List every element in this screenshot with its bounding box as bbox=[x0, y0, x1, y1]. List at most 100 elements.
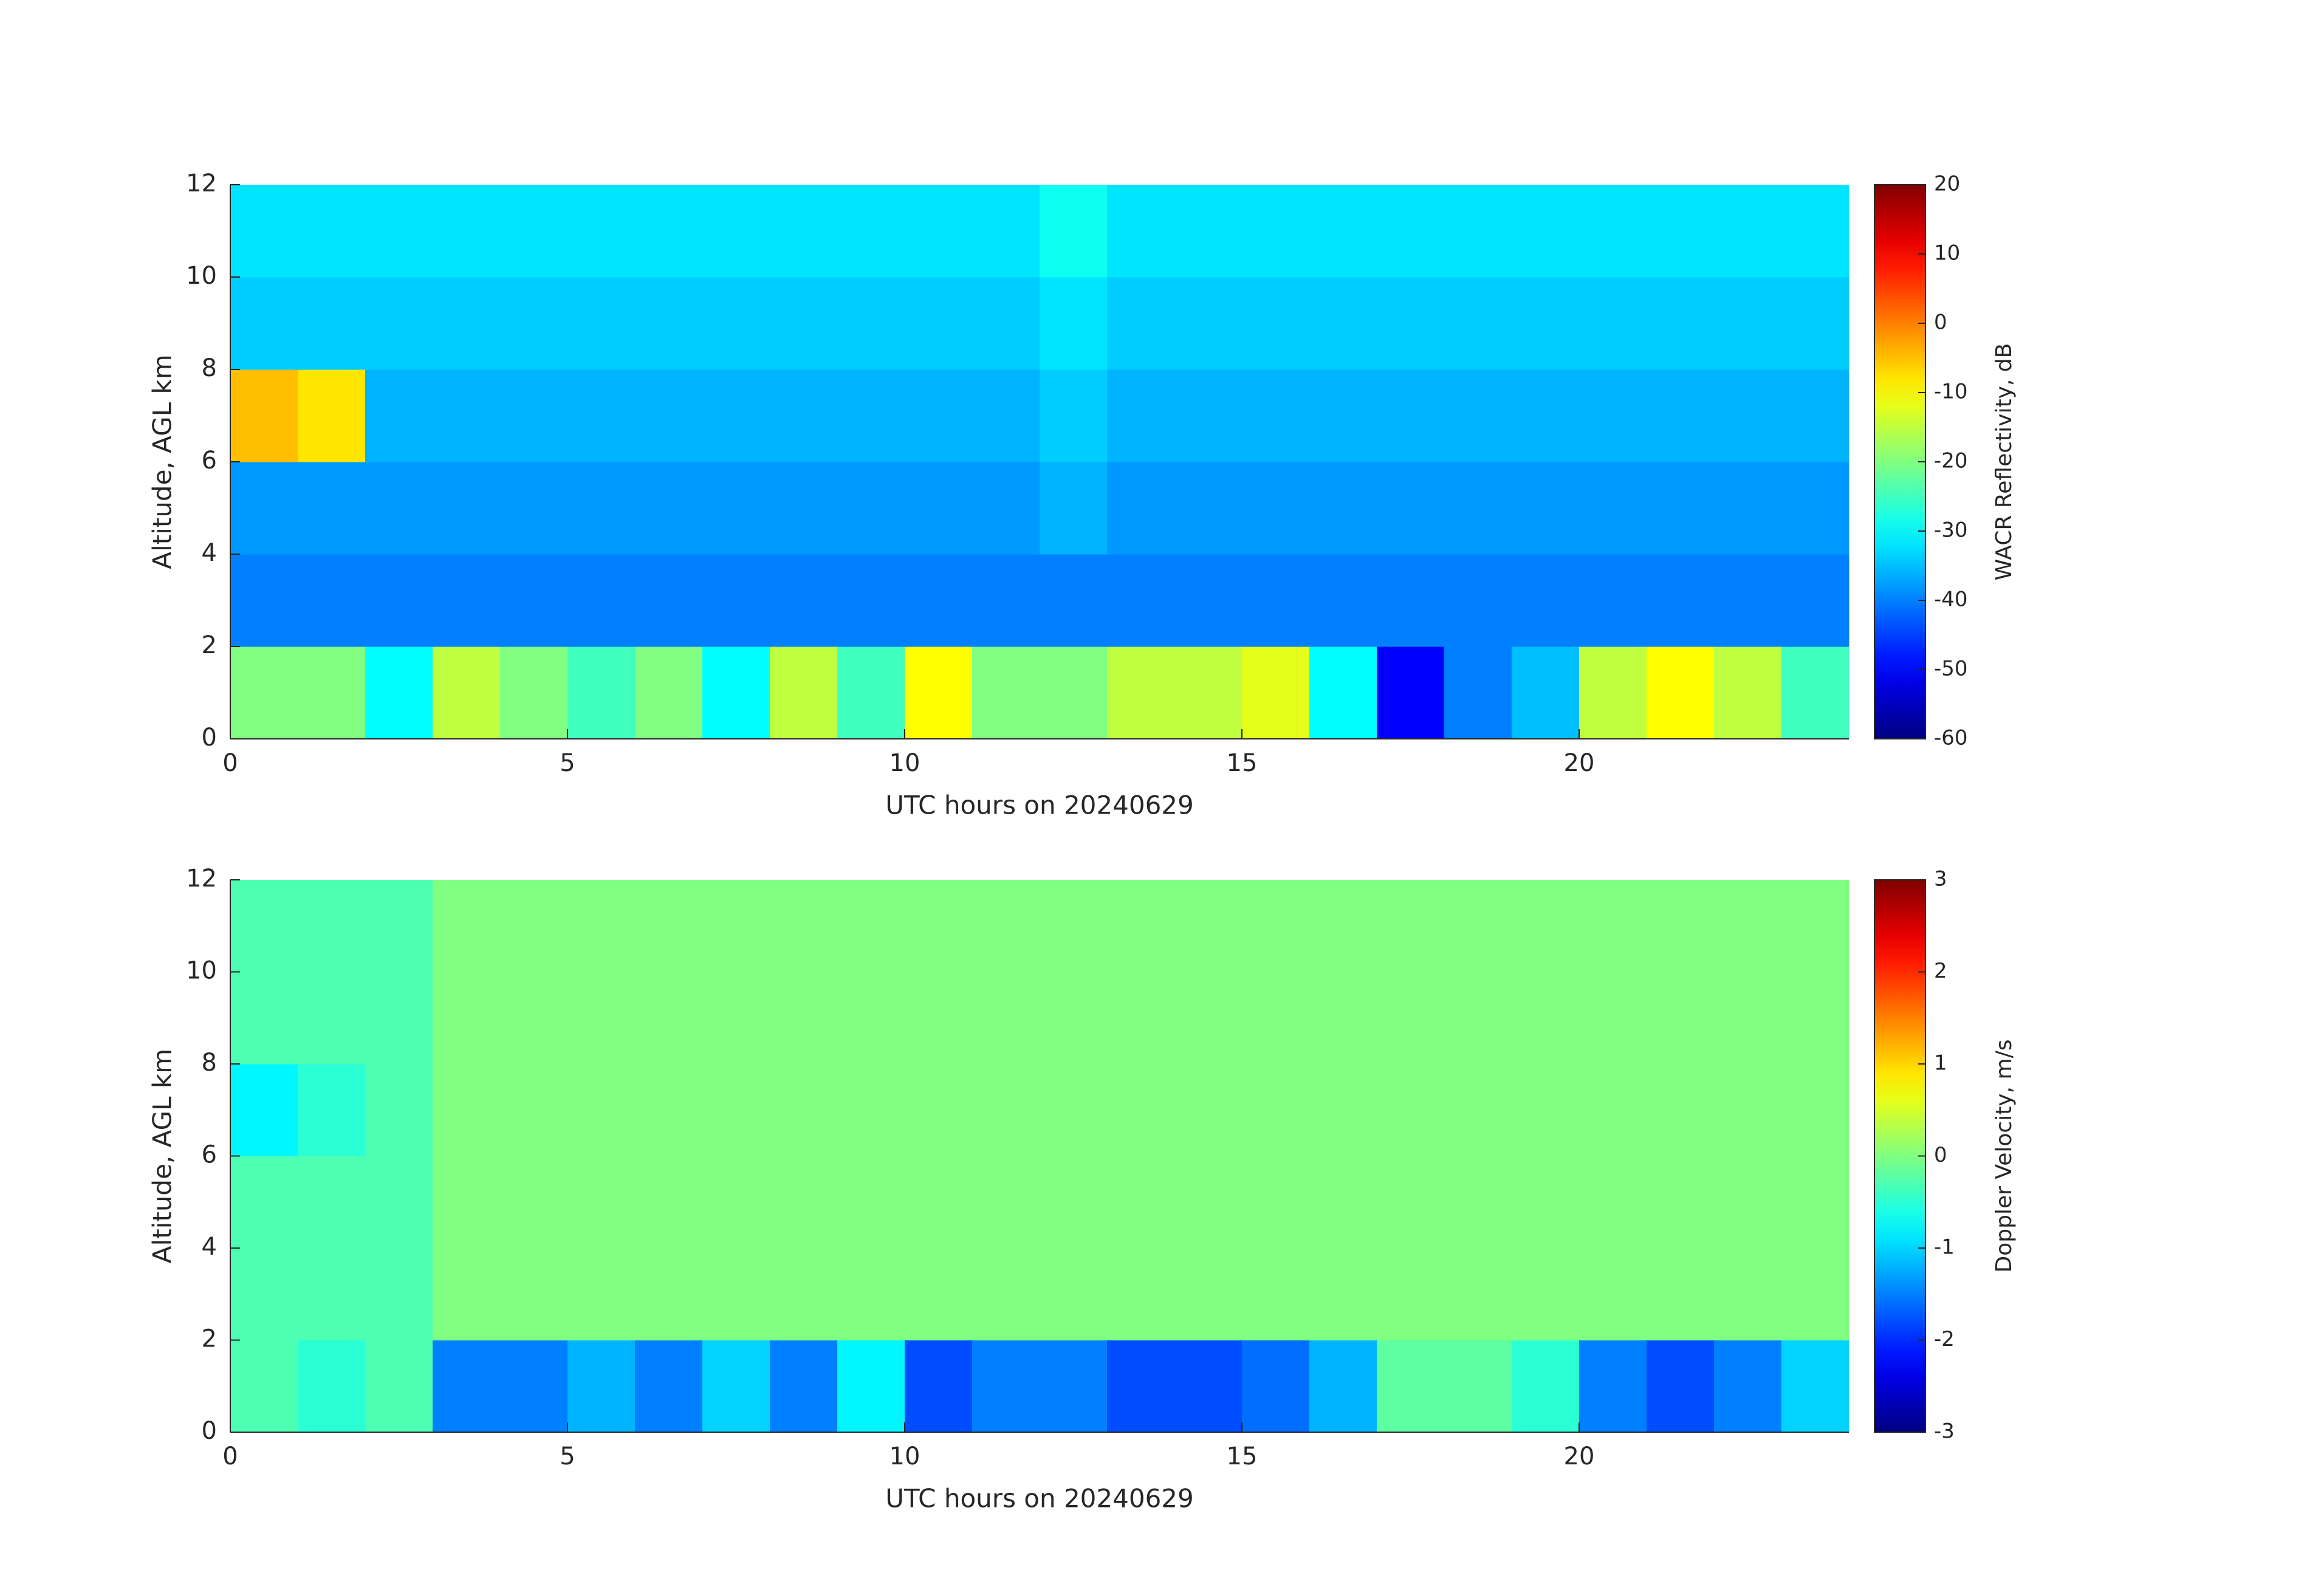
heatmap-cell bbox=[1040, 462, 1108, 555]
heatmap-cell bbox=[635, 554, 703, 647]
heatmap-cell bbox=[365, 554, 433, 647]
heatmap-cell bbox=[1444, 369, 1512, 462]
colorbar-tick-label: -50 bbox=[1934, 657, 1968, 681]
heatmap-cell bbox=[567, 462, 636, 555]
heatmap-cell bbox=[500, 369, 568, 462]
heatmap-cell bbox=[230, 1248, 298, 1340]
heatmap-cell bbox=[433, 647, 501, 739]
heatmap-cell bbox=[1309, 1248, 1377, 1340]
heatmap-cell bbox=[1174, 369, 1243, 462]
heatmap-cell bbox=[1309, 554, 1377, 647]
heatmap-cell bbox=[1579, 185, 1647, 278]
heatmap-cell bbox=[702, 185, 770, 278]
heatmap-cell bbox=[1040, 369, 1108, 462]
heatmap-cell bbox=[365, 1064, 433, 1156]
x-tick-label: 15 bbox=[1227, 1442, 1258, 1470]
heatmap-cell bbox=[770, 554, 838, 647]
heatmap-cell bbox=[1512, 1248, 1580, 1340]
heatmap-cell bbox=[567, 554, 636, 647]
heatmap-cell bbox=[1714, 369, 1782, 462]
y-tick-label: 6 bbox=[202, 447, 217, 475]
x-tick-label: 15 bbox=[1227, 749, 1258, 777]
heatmap-cell bbox=[905, 554, 973, 647]
colorbar-tick-label: 20 bbox=[1934, 172, 1960, 196]
heatmap-cell bbox=[500, 462, 568, 555]
colorbar-tick-label: 2 bbox=[1934, 959, 1947, 983]
heatmap-cell bbox=[1309, 972, 1377, 1065]
heatmap-cell bbox=[1444, 462, 1512, 555]
heatmap-cell bbox=[972, 277, 1040, 370]
heatmap-cell bbox=[1714, 1064, 1782, 1156]
heatmap-cell bbox=[1174, 880, 1243, 972]
heatmap-cell bbox=[1242, 1248, 1310, 1340]
heatmap-cell bbox=[837, 1340, 905, 1433]
heatmap-cell bbox=[567, 277, 636, 370]
heatmap-cell bbox=[1107, 462, 1175, 555]
heatmap-cell bbox=[1242, 1156, 1310, 1249]
heatmap-cell bbox=[1107, 647, 1175, 739]
heatmap-cell bbox=[972, 1064, 1040, 1156]
heatmap-cell bbox=[1174, 1248, 1243, 1340]
heatmap-cell bbox=[837, 554, 905, 647]
heatmap-cell bbox=[500, 1064, 568, 1156]
heatmap-cell bbox=[635, 1064, 703, 1156]
heatmap-cell bbox=[298, 462, 366, 555]
heatmap-cell bbox=[702, 972, 770, 1065]
heatmap-cell bbox=[1444, 1340, 1512, 1433]
heatmap-cell bbox=[1040, 647, 1108, 739]
y-axis-label: Altitude, AGL km bbox=[148, 1049, 177, 1263]
heatmap-cell bbox=[365, 369, 433, 462]
heatmap-cell bbox=[298, 554, 366, 647]
heatmap-cell bbox=[433, 1340, 501, 1433]
heatmap-cell bbox=[298, 880, 366, 972]
heatmap-cell bbox=[635, 972, 703, 1065]
heatmap-cell bbox=[365, 647, 433, 739]
heatmap-cell bbox=[1647, 277, 1715, 370]
x-tick-label: 10 bbox=[889, 1442, 920, 1470]
x-axis-label: UTC hours on 20240629 bbox=[885, 1484, 1194, 1514]
heatmap-cell bbox=[1040, 1248, 1108, 1340]
heatmap-cell bbox=[298, 185, 366, 278]
heatmap-cell bbox=[635, 462, 703, 555]
heatmap-cell bbox=[1377, 1340, 1445, 1433]
heatmap-cell bbox=[702, 647, 770, 739]
heatmap-cell bbox=[567, 369, 636, 462]
heatmap-cell bbox=[1444, 1248, 1512, 1340]
heatmap-cell bbox=[1444, 277, 1512, 370]
y-tick-label: 10 bbox=[186, 262, 217, 290]
heatmap-cell bbox=[770, 1156, 838, 1249]
heatmap-cell bbox=[770, 369, 838, 462]
heatmap-cell bbox=[837, 369, 905, 462]
heatmap-cell bbox=[1579, 1248, 1647, 1340]
heatmap-cell bbox=[972, 972, 1040, 1065]
heatmap-cell bbox=[1174, 1340, 1243, 1433]
heatmap-cell bbox=[567, 880, 636, 972]
heatmap-cell bbox=[298, 647, 366, 739]
heatmap-cell bbox=[1309, 647, 1377, 739]
heatmap-cell bbox=[905, 1340, 973, 1433]
x-tick-label: 10 bbox=[889, 749, 920, 777]
heatmap-cell bbox=[1174, 277, 1243, 370]
heatmap-cell bbox=[1309, 185, 1377, 278]
heatmap-cell bbox=[1781, 185, 1849, 278]
heatmap-cell bbox=[1107, 1340, 1175, 1433]
heatmap-cell bbox=[1579, 880, 1647, 972]
heatmap-cell bbox=[1444, 1064, 1512, 1156]
heatmap-cell bbox=[1444, 647, 1512, 739]
colorbar-label: Doppler Velocity, m/s bbox=[1992, 1040, 2017, 1273]
heatmap-cell bbox=[635, 647, 703, 739]
heatmap-cell bbox=[1174, 972, 1243, 1065]
heatmap-cell bbox=[837, 462, 905, 555]
heatmap-cell bbox=[770, 185, 838, 278]
heatmap-cell bbox=[433, 880, 501, 972]
y-tick-label: 4 bbox=[202, 1233, 217, 1261]
heatmap-cell bbox=[837, 1248, 905, 1340]
heatmap-cell bbox=[635, 1340, 703, 1433]
heatmap-cell bbox=[635, 1248, 703, 1340]
heatmap-cell bbox=[1040, 1340, 1108, 1433]
heatmap-cell bbox=[365, 462, 433, 555]
x-tick-label: 20 bbox=[1564, 1442, 1595, 1470]
heatmap-cell bbox=[567, 185, 636, 278]
colorbar-tick-label: 10 bbox=[1934, 241, 1960, 266]
heatmap-cell bbox=[433, 972, 501, 1065]
